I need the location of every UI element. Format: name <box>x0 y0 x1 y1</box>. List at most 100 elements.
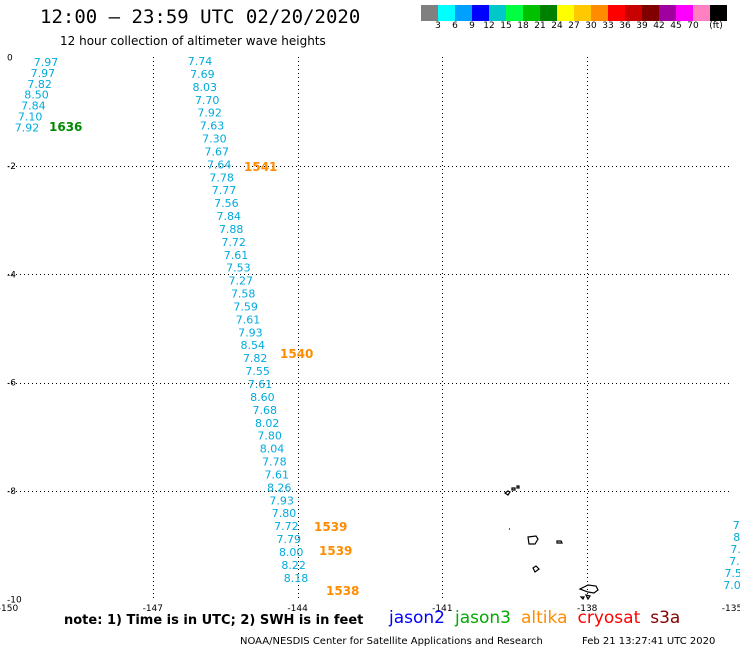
swh-value: 7.88 <box>219 223 244 236</box>
swh-value: 8 <box>733 531 740 544</box>
scale-label: 12 <box>483 21 495 31</box>
swh-value: 7.77 <box>212 184 237 197</box>
scale-swatch <box>574 5 591 21</box>
scale-swatch <box>489 5 506 21</box>
swh-value: 7.69 <box>190 68 215 81</box>
lon-tick-label: -138 <box>577 604 598 614</box>
scale-label: 6 <box>452 21 458 31</box>
lat-tick-label: -10 <box>7 596 22 606</box>
swh-value: 8.60 <box>250 391 275 404</box>
swh-value: 7.61 <box>236 313 261 326</box>
swh-value: 7.92 <box>197 107 222 120</box>
pass-time-label: 1538 <box>326 584 359 598</box>
island <box>511 487 516 491</box>
scale-label: 36 <box>619 21 631 31</box>
swh-value: 8.00 <box>279 546 304 559</box>
swh-value: 7.61 <box>265 468 290 481</box>
swh-value: 7.78 <box>209 171 234 184</box>
scale-swatch <box>421 5 438 21</box>
credit-text: NOAA/NESDIS Center for Satellite Applica… <box>240 636 543 647</box>
lat-tick-label: -8 <box>7 487 16 497</box>
swh-value: 8.02 <box>255 417 280 430</box>
swh-value: 7.80 <box>272 507 297 520</box>
scale-swatch <box>455 5 472 21</box>
legend-item-cryosat: cryosat <box>577 608 641 628</box>
scale-label: 9 <box>469 21 475 31</box>
lat-tick-label: -4 <box>7 270 16 280</box>
scale-label: 21 <box>534 21 546 31</box>
swh-value: 7.55 <box>245 365 270 378</box>
scale-label: 3 <box>435 21 441 31</box>
swh-value: 7.80 <box>257 430 282 443</box>
scale-swatch <box>710 5 727 21</box>
lat-tick-label: 0 <box>7 54 13 64</box>
pass-time-label: 1541 <box>244 160 277 174</box>
island <box>584 594 591 601</box>
swh-value: 7.5 <box>724 567 740 580</box>
swh-value: 7.10 <box>18 111 43 124</box>
swh-value: 7.30 <box>202 133 227 146</box>
scale-swatch <box>506 5 523 21</box>
island <box>579 596 585 601</box>
color-scale-bar <box>421 5 727 21</box>
swh-value: 7. <box>730 543 740 556</box>
swh-value: 7.74 <box>188 55 213 68</box>
scale-swatch <box>557 5 574 21</box>
map-subtitle: 12 hour collection of altimeter wave hei… <box>60 34 326 48</box>
scale-swatch <box>608 5 625 21</box>
swh-value: 7.82 <box>243 352 268 365</box>
pass-time-label: 1539 <box>314 520 347 534</box>
scale-label: 24 <box>551 21 563 31</box>
scale-swatch <box>642 5 659 21</box>
scale-swatch <box>625 5 642 21</box>
swh-value: 7.72 <box>221 236 246 249</box>
swh-value: 8.54 <box>241 339 266 352</box>
scale-swatch <box>693 5 710 21</box>
island <box>578 584 599 594</box>
swh-value: 7.97 <box>31 67 56 80</box>
swh-value: 8.04 <box>260 443 285 456</box>
scale-swatch <box>540 5 557 21</box>
generation-timestamp: Feb 21 13:27:41 UTC 2020 <box>582 636 716 647</box>
scale-label: 70 <box>687 21 699 31</box>
island <box>556 540 563 544</box>
lon-tick-label: -141 <box>432 604 452 614</box>
lon-tick-label: -135 <box>722 604 740 614</box>
scale-label: 30 <box>585 21 597 31</box>
swh-value: 7.58 <box>231 288 256 301</box>
legend-item-s3a: s3a <box>650 608 681 628</box>
island <box>516 485 520 489</box>
swh-value: 7.67 <box>205 145 230 158</box>
swh-value: 7.63 <box>200 120 225 133</box>
scale-label: 39 <box>636 21 648 31</box>
swh-value: 8.50 <box>24 89 49 102</box>
swh-value: 7.70 <box>195 94 220 107</box>
scale-label: 45 <box>670 21 682 31</box>
legend-item-altika: altika <box>521 608 568 628</box>
legend-item-jason2: jason2 <box>389 608 445 628</box>
swh-value: 7.93 <box>238 326 263 339</box>
swh-value: 7.53 <box>226 262 251 275</box>
swh-value: 7.61 <box>224 249 249 262</box>
footer-note: note: 1) Time is in UTC; 2) SWH is in fe… <box>64 613 364 628</box>
scale-label: 18 <box>517 21 529 31</box>
pass-time-label: 1539 <box>319 544 352 558</box>
swh-value: 8.18 <box>284 572 309 585</box>
island <box>503 490 511 496</box>
scale-swatch <box>591 5 608 21</box>
lon-tick-label: -150 <box>0 604 18 614</box>
swh-value: 8.22 <box>281 559 306 572</box>
lat-tick-label: -2 <box>7 162 16 172</box>
scale-swatch <box>472 5 489 21</box>
scale-swatch <box>523 5 540 21</box>
swh-value: 7.93 <box>269 494 294 507</box>
lat-tick-label: -6 <box>7 379 16 389</box>
swh-value: 7. <box>733 519 740 532</box>
swh-value: 7.84 <box>21 100 46 113</box>
satellite-legend: jason2 jason3 altika cryosat s3a <box>389 608 690 628</box>
swh-value: 7.72 <box>274 520 299 533</box>
swh-value: 7.97 <box>34 56 59 69</box>
pass-time-label: 1636 <box>49 120 82 134</box>
legend-item-jason3: jason3 <box>455 608 511 628</box>
